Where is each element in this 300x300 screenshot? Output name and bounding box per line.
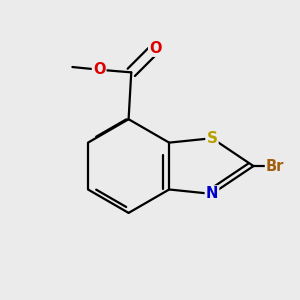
Text: O: O — [93, 62, 105, 77]
Text: N: N — [206, 186, 218, 201]
Text: O: O — [149, 41, 162, 56]
Text: Br: Br — [266, 159, 284, 174]
Text: S: S — [206, 131, 218, 146]
